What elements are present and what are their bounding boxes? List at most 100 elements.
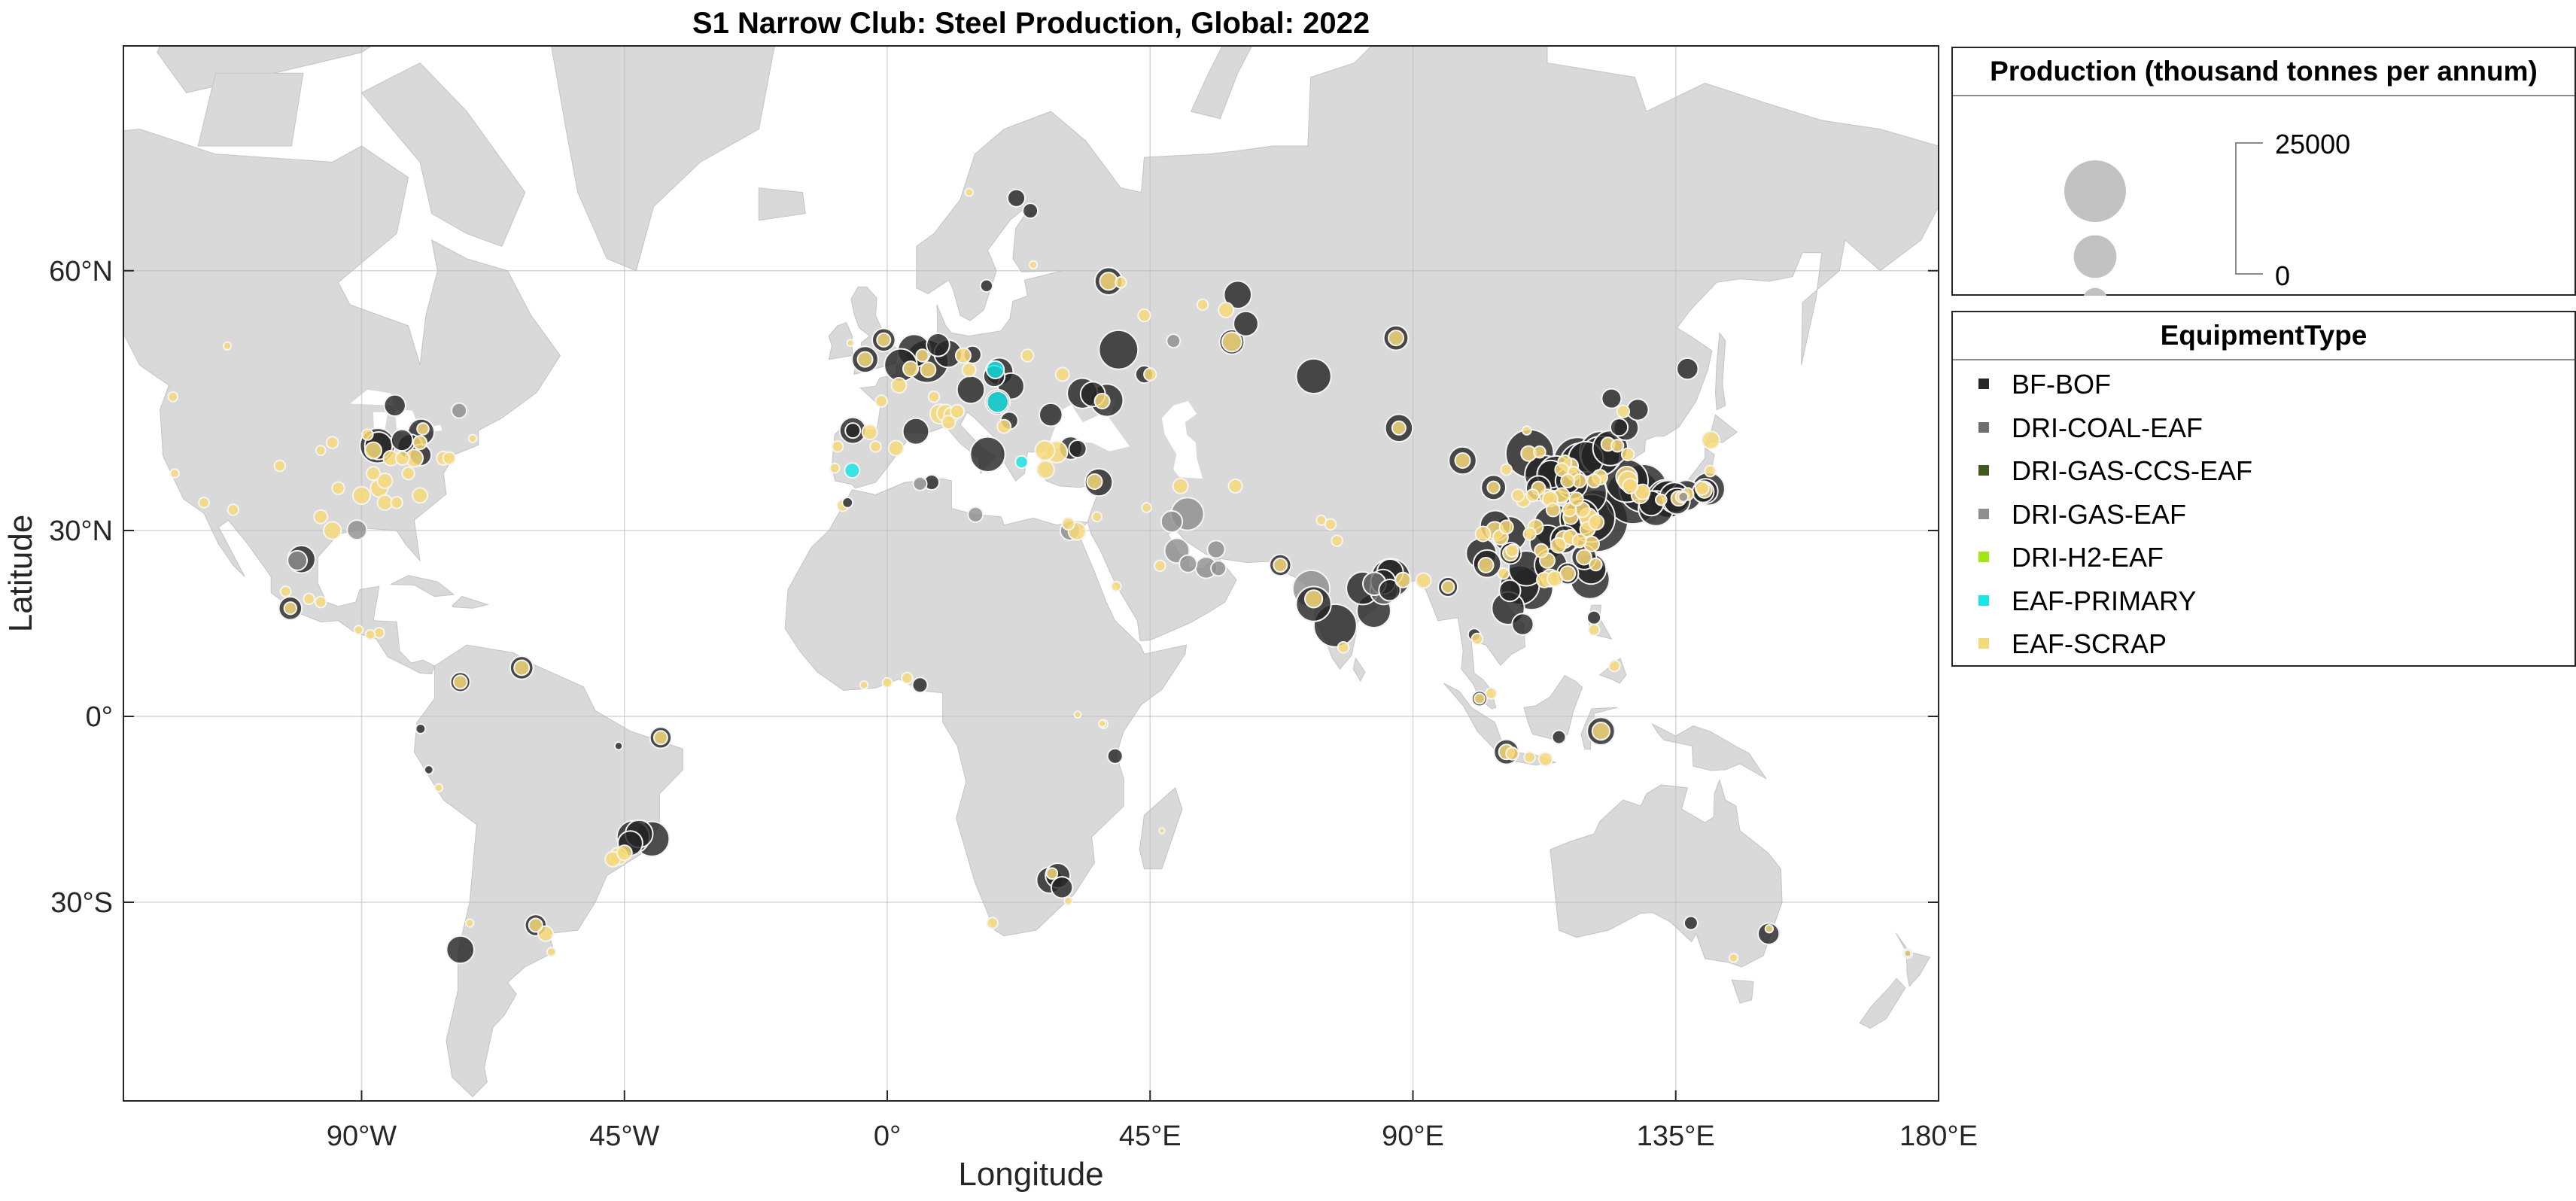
plant-marker-eaf-scrap bbox=[846, 339, 855, 348]
plant-marker-dri-gas-eaf bbox=[346, 519, 368, 541]
equipment-type-legend: EquipmentType BF-BOF DRI-COAL-EAF DRI-GAS-… bbox=[1951, 311, 2576, 667]
plant-marker-eaf-scrap bbox=[1586, 473, 1602, 488]
plant-marker-dri-gas-eaf bbox=[1160, 509, 1184, 534]
plant-marker-dri-gas-eaf bbox=[1166, 333, 1182, 349]
plant-marker-eaf-scrap bbox=[314, 595, 327, 609]
plant-marker-eaf-scrap bbox=[1196, 298, 1209, 312]
plant-marker-bf-bof bbox=[1098, 329, 1139, 370]
plant-marker-eaf-scrap bbox=[941, 415, 956, 430]
plant-marker-dri-gas-eaf bbox=[1677, 491, 1689, 503]
plant-marker-eaf-scrap bbox=[361, 428, 374, 441]
plant-marker-bf-bof bbox=[415, 723, 427, 734]
plant-marker-eaf-scrap bbox=[1063, 896, 1073, 906]
plant-marker-eaf-scrap bbox=[1091, 511, 1102, 523]
legend-item-label: EAF-SCRAP bbox=[2012, 628, 2167, 659]
plant-marker-eaf-scrap bbox=[1571, 533, 1587, 549]
plant-marker-eaf-scrap bbox=[1591, 722, 1610, 741]
plant-marker-eaf-scrap bbox=[1034, 439, 1056, 461]
plant-marker-eaf-scrap bbox=[1704, 464, 1717, 478]
plant-marker-eaf-scrap bbox=[1045, 867, 1059, 880]
plant-marker-eaf-scrap bbox=[1154, 559, 1166, 573]
plant-marker-eaf-scrap bbox=[1655, 493, 1668, 506]
plant-marker-eaf-scrap bbox=[1474, 525, 1492, 543]
y-axis-label: Latitude bbox=[2, 515, 39, 633]
plant-marker-eaf-scrap bbox=[1728, 953, 1739, 963]
plant-marker-eaf-scrap bbox=[1028, 260, 1039, 270]
plant-marker-eaf-scrap bbox=[954, 347, 972, 364]
legend-swatch-icon bbox=[1978, 552, 1989, 562]
land-new-guinea bbox=[1651, 722, 1767, 780]
x-tick-label: 90°E bbox=[1382, 1120, 1444, 1152]
plant-marker-eaf-primary bbox=[844, 462, 861, 479]
plant-marker-bf-bof bbox=[1586, 610, 1602, 625]
plant-marker-eaf-scrap bbox=[537, 925, 554, 942]
x-tick-label: 45°E bbox=[1119, 1120, 1182, 1152]
plant-marker-eaf-scrap bbox=[323, 521, 342, 540]
plant-marker-eaf-scrap bbox=[1227, 478, 1243, 494]
plant-marker-eaf-scrap bbox=[1608, 659, 1621, 673]
plant-marker-bf-bof bbox=[424, 765, 434, 775]
plant-marker-eaf-scrap bbox=[376, 473, 394, 489]
legend-item-label: DRI-COAL-EAF bbox=[2012, 412, 2203, 443]
size-legend-title: Production (thousand tonnes per annum) bbox=[1953, 48, 2574, 96]
water-caspian-sea bbox=[1161, 401, 1203, 479]
plant-marker-eaf-scrap bbox=[1522, 527, 1537, 541]
plant-marker-eaf-scrap bbox=[1115, 275, 1127, 289]
plant-marker-eaf-scrap bbox=[1474, 692, 1486, 705]
y-tick-label: 30°N bbox=[49, 515, 113, 547]
plant-marker-eaf-scrap bbox=[861, 424, 878, 441]
plant-marker-eaf-scrap bbox=[1505, 746, 1519, 761]
plant-marker-eaf-scrap bbox=[331, 481, 345, 495]
land-borneo bbox=[1523, 675, 1583, 740]
plant-marker-eaf-scrap bbox=[1391, 420, 1407, 436]
land-sri-lanka bbox=[1352, 657, 1366, 682]
size-legend-circle bbox=[2083, 287, 2107, 296]
plant-marker-eaf-scrap bbox=[390, 496, 403, 509]
plant-marker-bf-bof bbox=[383, 394, 406, 417]
legend-item-label: EAF-PRIMARY bbox=[2012, 585, 2197, 616]
legend-item-label: DRI-GAS-EAF bbox=[2012, 498, 2187, 530]
plant-marker-eaf-scrap bbox=[1110, 580, 1122, 592]
plant-marker-eaf-scrap bbox=[1537, 751, 1553, 767]
plant-marker-bf-bof bbox=[1757, 922, 1781, 946]
plant-marker-eaf-scrap bbox=[1562, 502, 1577, 518]
plant-marker-bf-bof bbox=[969, 436, 1006, 473]
plant-marker-eaf-scrap bbox=[652, 730, 668, 746]
plant-marker-eaf-scrap bbox=[1470, 632, 1484, 646]
plant-marker-eaf-scrap bbox=[364, 629, 376, 640]
plant-marker-eaf-scrap bbox=[467, 433, 478, 443]
plant-marker-dri-gas-eaf bbox=[1210, 560, 1227, 577]
plant-marker-bf-bof bbox=[1551, 729, 1567, 745]
plant-marker-eaf-scrap bbox=[1093, 393, 1111, 409]
plant-marker-eaf-scrap bbox=[1141, 502, 1152, 513]
plant-marker-bf-bof bbox=[911, 677, 929, 694]
land-novaya-zemlya bbox=[1190, 46, 1253, 120]
plant-marker-eaf-scrap bbox=[1331, 534, 1343, 547]
plant-marker-dri-gas-eaf bbox=[1179, 554, 1198, 573]
land-sakhalin bbox=[1714, 332, 1726, 411]
plant-marker-bf-bof bbox=[902, 417, 930, 445]
plant-marker-eaf-scrap bbox=[1073, 710, 1082, 719]
plant-marker-eaf-scrap bbox=[986, 917, 999, 929]
plant-marker-bf-bof bbox=[613, 741, 624, 751]
plant-marker-bf-bof bbox=[1006, 188, 1026, 208]
chart-title: S1 Narrow Club: Steel Production, Global… bbox=[692, 7, 1370, 40]
plant-marker-bf-bof bbox=[1022, 202, 1039, 220]
plant-marker-dri-gas-eaf bbox=[287, 549, 309, 571]
equipment-type-legend-title: EquipmentType bbox=[1953, 312, 2574, 360]
plant-marker-eaf-scrap bbox=[1511, 488, 1525, 503]
plant-marker-eaf-scrap bbox=[1559, 565, 1577, 582]
legend-item-label: BF-BOF bbox=[2012, 369, 2111, 400]
plant-marker-eaf-scrap bbox=[829, 462, 841, 474]
plant-marker-eaf-scrap bbox=[452, 674, 468, 690]
plant-marker-eaf-scrap bbox=[887, 439, 905, 457]
plant-marker-eaf-scrap bbox=[351, 485, 372, 506]
land-victoria bbox=[197, 72, 304, 147]
size-legend: Production (thousand tonnes per annum) 2… bbox=[1951, 47, 2576, 296]
x-axis-label: Longitude bbox=[958, 1156, 1103, 1193]
plant-marker-eaf-scrap bbox=[279, 585, 292, 597]
plant-marker-eaf-scrap bbox=[167, 391, 179, 403]
y-tick-label: 0° bbox=[86, 701, 113, 733]
land-baffin bbox=[360, 62, 526, 248]
